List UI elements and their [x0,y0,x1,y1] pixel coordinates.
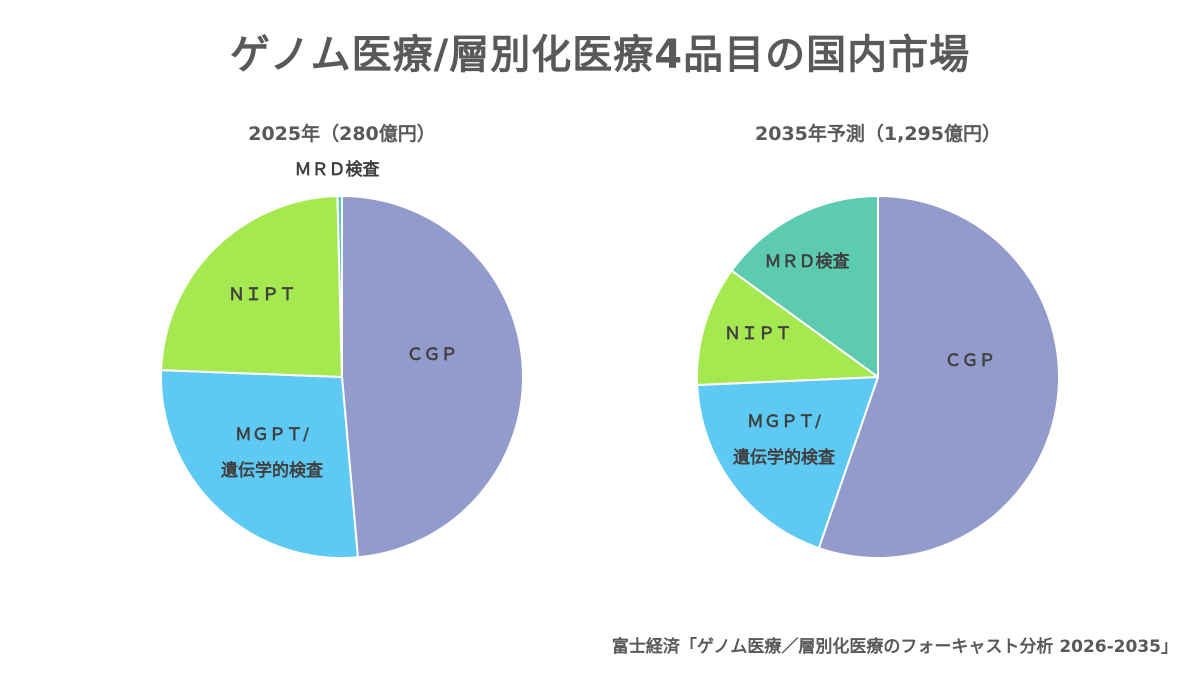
slice-label-line: ＮＩＰＴ [228,285,296,305]
slice-label-line: ＣＧＰ [407,345,458,365]
pie-title-2035: 2035年予測（1,295億円） [755,122,1001,145]
slice-label-line: ＭＲＤ検査 [765,251,851,272]
pie-slice [336,195,343,378]
slice-label: ＭＲＤ検査 [765,251,851,272]
slice-label-line: ＭＧＰＴ/ [747,412,822,432]
slice-label-line: ＣＧＰ [945,351,996,371]
slice-label-line: ＭＧＰＴ/ [235,425,310,445]
slice-label-line: ＭＲＤ検査 [295,159,381,180]
pie-slice [730,195,879,378]
slice-label: ＭＲＤ検査 [295,159,381,180]
slice-label: ＮＩＰＴ [724,324,792,344]
pie-slices-2035 [696,195,1060,559]
pie-slice [160,369,359,559]
source-credit: 富士経済「ゲノム医療／層別化医療のフォーキャスト分析 2026-2035」 [611,637,1178,657]
pie-slice [696,376,879,550]
pie-slice [341,195,524,559]
slice-label: ＣＧＰ [945,351,996,371]
slice-label-line: 遺伝学的検査 [733,447,836,468]
pie-slice [160,195,343,378]
slice-label: ＮＩＰＴ [228,285,296,305]
pie-slice [696,269,879,386]
slice-label-line: ＮＩＰＴ [724,324,792,344]
slice-label: ＣＧＰ [407,345,458,365]
pie-labels-2025: ＣＧＰ ＭＧＰＴ/遺伝学的検査 ＮＩＰＴ ＭＲＤ検査 [221,159,458,481]
pie-labels-2035: ＣＧＰ ＭＧＰＴ/遺伝学的検査 ＮＩＰＴ ＭＲＤ検査 [724,251,996,468]
slice-label-line: 遺伝学的検査 [221,460,324,481]
pie-title-2025: 2025年（280億円） [248,122,436,145]
pie-slices-2025 [160,195,524,559]
pie-chart-2035: 2035年予測（1,295億円） ＣＧＰ ＭＧＰＴ/遺伝学的検査 ＮＩＰＴ ＭＲＤ検査 [696,122,1060,559]
slice-label: ＭＧＰＴ/遺伝学的検査 [221,425,324,481]
slice-label: ＭＧＰＴ/遺伝学的検査 [733,412,836,468]
pie-chart-2025: 2025年（280億円） ＣＧＰ ＭＧＰＴ/遺伝学的検査 ＮＩＰＴ ＭＲＤ検査 [160,122,524,559]
page-title: ゲノム医療/層別化医療4品目の国内市場 [229,32,971,78]
